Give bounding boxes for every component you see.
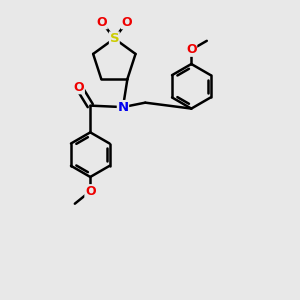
Text: O: O bbox=[97, 16, 107, 29]
Text: S: S bbox=[110, 32, 119, 45]
Text: O: O bbox=[186, 43, 197, 56]
Text: O: O bbox=[122, 16, 132, 29]
Text: N: N bbox=[117, 100, 128, 114]
Text: O: O bbox=[74, 81, 84, 94]
Text: O: O bbox=[85, 185, 96, 198]
